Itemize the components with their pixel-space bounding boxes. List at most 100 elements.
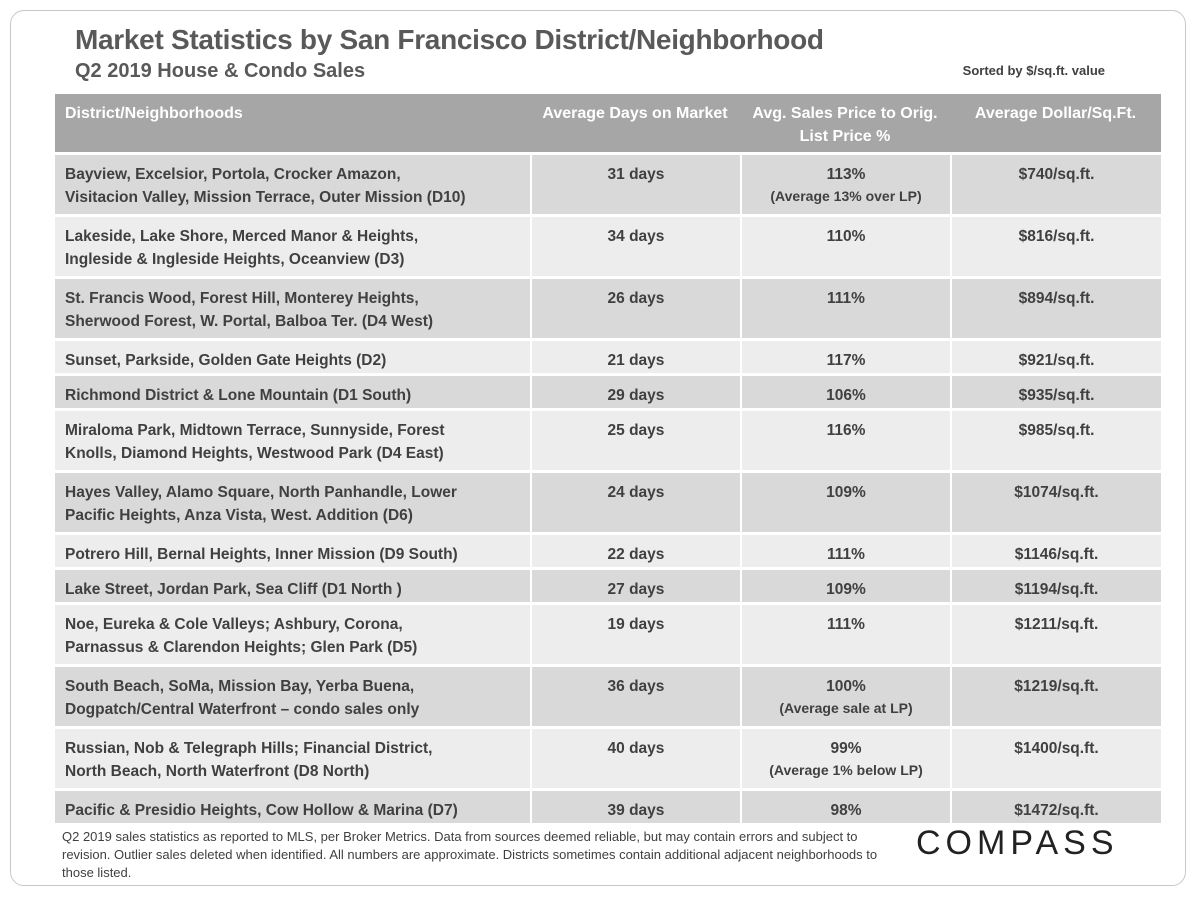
price-cell: $1146/sq.ft. bbox=[950, 535, 1161, 567]
district-line: Noe, Eureka & Cole Valleys; Ashbury, Cor… bbox=[65, 616, 403, 633]
days-cell: 27 days bbox=[530, 570, 740, 602]
days-cell: 25 days bbox=[530, 411, 740, 470]
district-cell: Pacific & Presidio Heights, Cow Hollow &… bbox=[55, 791, 530, 823]
ratio-value: 113% bbox=[826, 166, 866, 183]
table-row: Richmond District & Lone Mountain (D1 So… bbox=[55, 376, 1161, 408]
logo: COMPASS bbox=[916, 824, 1119, 862]
district-line: Pacific Heights, Anza Vista, West. Addit… bbox=[65, 507, 413, 524]
ratio-note: (Average sale at LP) bbox=[779, 700, 913, 716]
district-line: North Beach, North Waterfront (D8 North) bbox=[65, 763, 370, 780]
table-row: Miraloma Park, Midtown Terrace, Sunnysid… bbox=[55, 411, 1161, 470]
ratio-value: 109% bbox=[826, 484, 866, 501]
district-line: Pacific & Presidio Heights, Cow Hollow &… bbox=[65, 802, 458, 819]
district-line: South Beach, SoMa, Mission Bay, Yerba Bu… bbox=[65, 678, 415, 695]
district-cell: Richmond District & Lone Mountain (D1 So… bbox=[55, 376, 530, 408]
footnote: Q2 2019 sales statistics as reported to … bbox=[62, 829, 878, 880]
ratio-value: 111% bbox=[827, 290, 865, 307]
ratio-cell: 109% bbox=[740, 570, 950, 602]
ratio-value: 99% bbox=[830, 740, 862, 757]
ratio-value: 109% bbox=[826, 581, 866, 598]
ratio-value: 110% bbox=[826, 228, 866, 245]
district-line: Miraloma Park, Midtown Terrace, Sunnysid… bbox=[65, 422, 445, 439]
days-cell: 29 days bbox=[530, 376, 740, 408]
ratio-cell: 117% bbox=[740, 341, 950, 373]
table-row: St. Francis Wood, Forest Hill, Monterey … bbox=[55, 279, 1161, 338]
district-line: St. Francis Wood, Forest Hill, Monterey … bbox=[65, 290, 419, 307]
days-cell: 31 days bbox=[530, 155, 740, 214]
table-row: Pacific & Presidio Heights, Cow Hollow &… bbox=[55, 791, 1161, 823]
card bbox=[10, 10, 1186, 886]
district-line: Lakeside, Lake Shore, Merced Manor & Hei… bbox=[65, 228, 419, 245]
days-cell: 24 days bbox=[530, 473, 740, 532]
district-cell: Hayes Valley, Alamo Square, North Panhan… bbox=[55, 473, 530, 532]
district-line: Ingleside & Ingleside Heights, Oceanview… bbox=[65, 251, 405, 268]
price-cell: $816/sq.ft. bbox=[950, 217, 1161, 276]
ratio-value: 111% bbox=[827, 616, 865, 633]
table-row: Lakeside, Lake Shore, Merced Manor & Hei… bbox=[55, 217, 1161, 276]
district-cell: Bayview, Excelsior, Portola, Crocker Ama… bbox=[55, 155, 530, 214]
district-cell: Lake Street, Jordan Park, Sea Cliff (D1 … bbox=[55, 570, 530, 602]
price-cell: $1074/sq.ft. bbox=[950, 473, 1161, 532]
ratio-cell: 106% bbox=[740, 376, 950, 408]
subtitle: Q2 2019 House & Condo Sales bbox=[75, 60, 366, 82]
days-cell: 21 days bbox=[530, 341, 740, 373]
column-header: Avg. Sales Price to Orig. List Price % bbox=[740, 94, 950, 152]
district-line: Potrero Hill, Bernal Heights, Inner Miss… bbox=[65, 546, 458, 563]
days-cell: 39 days bbox=[530, 791, 740, 823]
price-cell: $740/sq.ft. bbox=[950, 155, 1161, 214]
ratio-note: (Average 1% below LP) bbox=[769, 762, 923, 778]
ratio-value: 98% bbox=[830, 802, 862, 819]
ratio-cell: 113% (Average 13% over LP) bbox=[740, 155, 950, 214]
district-cell: South Beach, SoMa, Mission Bay, Yerba Bu… bbox=[55, 667, 530, 726]
stats-table: District/Neighborhoods Average Days on Ma… bbox=[55, 91, 1161, 826]
district-line: Russian, Nob & Telegraph Hills; Financia… bbox=[65, 740, 433, 757]
ratio-cell: 111% bbox=[740, 535, 950, 567]
ratio-cell: 110% bbox=[740, 217, 950, 276]
price-cell: $935/sq.ft. bbox=[950, 376, 1161, 408]
days-cell: 34 days bbox=[530, 217, 740, 276]
district-cell: Miraloma Park, Midtown Terrace, Sunnysid… bbox=[55, 411, 530, 470]
ratio-value: 111% bbox=[827, 546, 865, 563]
district-cell: St. Francis Wood, Forest Hill, Monterey … bbox=[55, 279, 530, 338]
days-cell: 36 days bbox=[530, 667, 740, 726]
price-cell: $985/sq.ft. bbox=[950, 411, 1161, 470]
price-cell: $1472/sq.ft. bbox=[950, 791, 1161, 823]
table-row: South Beach, SoMa, Mission Bay, Yerba Bu… bbox=[55, 667, 1161, 726]
district-line: Visitacion Valley, Mission Terrace, Oute… bbox=[65, 189, 466, 206]
ratio-cell: 100% (Average sale at LP) bbox=[740, 667, 950, 726]
district-line: Sunset, Parkside, Golden Gate Heights (D… bbox=[65, 352, 387, 369]
district-line: Hayes Valley, Alamo Square, North Panhan… bbox=[65, 484, 457, 501]
district-cell: Russian, Nob & Telegraph Hills; Financia… bbox=[55, 729, 530, 788]
table-row: Lake Street, Jordan Park, Sea Cliff (D1 … bbox=[55, 570, 1161, 602]
ratio-cell: 116% bbox=[740, 411, 950, 470]
district-cell: Potrero Hill, Bernal Heights, Inner Miss… bbox=[55, 535, 530, 567]
ratio-value: 106% bbox=[826, 387, 866, 404]
district-line: Dogpatch/Central Waterfront – condo sale… bbox=[65, 701, 420, 718]
price-cell: $894/sq.ft. bbox=[950, 279, 1161, 338]
district-cell: Sunset, Parkside, Golden Gate Heights (D… bbox=[55, 341, 530, 373]
price-cell: $1400/sq.ft. bbox=[950, 729, 1161, 788]
days-cell: 19 days bbox=[530, 605, 740, 664]
district-cell: Noe, Eureka & Cole Valleys; Ashbury, Cor… bbox=[55, 605, 530, 664]
ratio-note: (Average 13% over LP) bbox=[770, 188, 922, 204]
district-cell: Lakeside, Lake Shore, Merced Manor & Hei… bbox=[55, 217, 530, 276]
sort-note: Sorted by $/sq.ft. value bbox=[962, 63, 1105, 78]
table-row: Sunset, Parkside, Golden Gate Heights (D… bbox=[55, 341, 1161, 373]
table-row: Noe, Eureka & Cole Valleys; Ashbury, Cor… bbox=[55, 605, 1161, 664]
ratio-value: 116% bbox=[826, 422, 866, 439]
table-row: Bayview, Excelsior, Portola, Crocker Ama… bbox=[55, 155, 1161, 214]
column-header: District/Neighborhoods bbox=[55, 94, 530, 152]
days-cell: 40 days bbox=[530, 729, 740, 788]
days-cell: 22 days bbox=[530, 535, 740, 567]
ratio-cell: 98% bbox=[740, 791, 950, 823]
ratio-cell: 109% bbox=[740, 473, 950, 532]
ratio-value: 117% bbox=[826, 352, 866, 369]
ratio-cell: 111% bbox=[740, 605, 950, 664]
district-line: Parnassus & Clarendon Heights; Glen Park… bbox=[65, 639, 418, 656]
ratio-cell: 111% bbox=[740, 279, 950, 338]
column-header: Average Days on Market bbox=[530, 94, 740, 152]
district-line: Knolls, Diamond Heights, Westwood Park (… bbox=[65, 445, 444, 462]
days-cell: 26 days bbox=[530, 279, 740, 338]
district-line: Bayview, Excelsior, Portola, Crocker Ama… bbox=[65, 166, 401, 183]
title: Market Statistics by San Francisco Distr… bbox=[75, 24, 824, 55]
